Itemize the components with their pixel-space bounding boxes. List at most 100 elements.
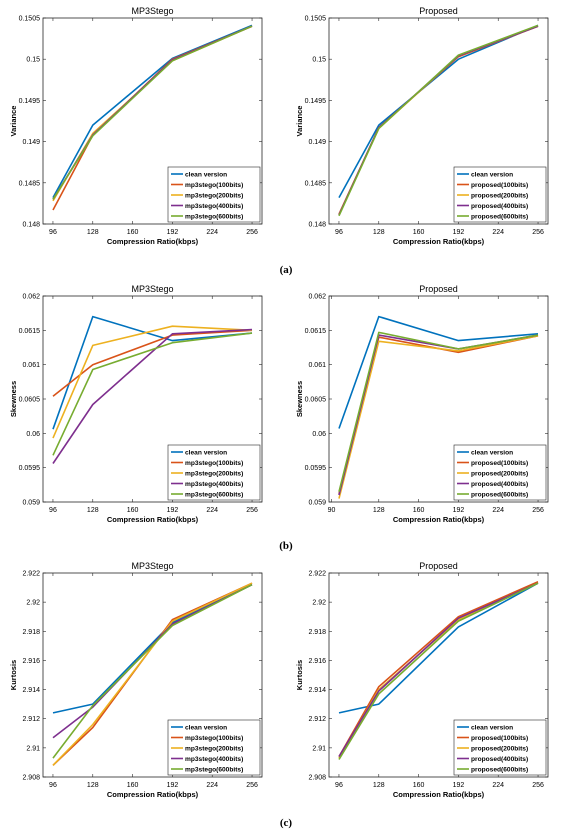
y-tick-label: 2.91 — [312, 745, 326, 752]
legend-label: proposed(200bits) — [471, 192, 528, 199]
legend-label: proposed(600bits) — [471, 491, 528, 498]
x-tick-label: 128 — [373, 507, 385, 514]
y-tick-label: 2.918 — [308, 629, 326, 636]
chart-title: Proposed — [419, 561, 458, 571]
y-tick-label: 0.0615 — [305, 328, 327, 335]
legend-label: mp3stego(600bits) — [185, 491, 243, 498]
legend-box — [167, 719, 261, 776]
legend-label: proposed(400bits) — [471, 756, 528, 763]
series-line-0 — [338, 582, 539, 714]
x-tick-label: 96 — [49, 229, 57, 236]
y-axis-label: Variance — [9, 106, 18, 137]
y-tick-label: 0.148 — [308, 222, 326, 229]
x-tick-label: 224 — [206, 507, 218, 514]
legend-label: proposed(200bits) — [471, 470, 528, 477]
legend-label: proposed(100bits) — [471, 182, 528, 189]
legend-label: clean version — [185, 724, 227, 731]
x-tick-label: 256 — [246, 229, 258, 236]
x-tick-label: 96 — [335, 229, 343, 236]
x-tick-label: 192 — [453, 782, 465, 789]
legend-label: proposed(400bits) — [471, 481, 528, 488]
legend-label: clean version — [471, 724, 513, 731]
x-tick-label: 160 — [413, 507, 425, 514]
y-tick-label: 0.0605 — [305, 397, 327, 404]
x-tick-label: 192 — [453, 229, 465, 236]
x-tick-label: 96 — [49, 782, 57, 789]
x-axis-label: Compression Ratio(kbps) — [393, 515, 485, 524]
series-line-4 — [338, 331, 539, 492]
y-tick-label: 0.061 — [22, 362, 40, 369]
x-axis-label: Compression Ratio(kbps) — [107, 515, 199, 524]
chart-title: MP3Stego — [131, 561, 173, 571]
y-axis-label: Skewness — [295, 381, 304, 417]
series-line-1 — [338, 580, 539, 757]
legend-label: mp3stego(200bits) — [185, 192, 243, 199]
x-axis-label: Compression Ratio(kbps) — [393, 790, 485, 799]
legend-label: clean version — [185, 171, 227, 178]
y-tick-label: 2.908 — [22, 775, 40, 782]
y-axis-label: Variance — [295, 106, 304, 137]
series-line-4 — [52, 25, 253, 200]
y-tick-label: 0.149 — [22, 139, 40, 146]
legend-label: proposed(100bits) — [471, 735, 528, 742]
x-tick-label: 160 — [413, 782, 425, 789]
y-tick-label: 0.1495 — [305, 98, 327, 105]
series-line-4 — [52, 332, 253, 456]
legend-label: clean version — [185, 449, 227, 456]
x-tick-label: 224 — [206, 782, 218, 789]
caption-a: (a) — [280, 264, 293, 276]
legend-label: proposed(600bits) — [471, 766, 528, 773]
y-tick-label: 0.1495 — [19, 98, 41, 105]
x-tick-label: 128 — [373, 782, 385, 789]
legend-label: proposed(600bits) — [471, 213, 528, 220]
y-tick-label: 0.15 — [26, 57, 40, 64]
x-tick-label: 224 — [492, 229, 504, 236]
legend-label: proposed(200bits) — [471, 745, 528, 752]
legend-box — [453, 166, 547, 223]
x-tick-label: 128 — [373, 229, 385, 236]
legend-label: mp3stego(200bits) — [185, 745, 243, 752]
y-tick-label: 0.0615 — [19, 328, 41, 335]
y-tick-label: 0.15 — [312, 57, 326, 64]
series-line-3 — [52, 328, 253, 464]
y-tick-label: 0.0605 — [19, 397, 41, 404]
legend-label: mp3stego(100bits) — [185, 182, 243, 189]
series-line-3 — [338, 582, 539, 758]
y-tick-label: 2.908 — [308, 775, 326, 782]
legend-box — [453, 719, 547, 776]
y-tick-label: 0.062 — [22, 294, 40, 301]
series-line-2 — [52, 325, 253, 439]
x-tick-label: 256 — [532, 507, 544, 514]
legend-label: proposed(100bits) — [471, 460, 528, 467]
x-tick-label: 96 — [49, 507, 57, 514]
x-tick-label: 192 — [167, 782, 179, 789]
x-tick-label: 192 — [453, 507, 465, 514]
x-tick-label: 224 — [492, 507, 504, 514]
legend-label: proposed(400bits) — [471, 203, 528, 210]
caption-b: (b) — [279, 540, 293, 552]
chart-title: MP3Stego — [131, 6, 173, 16]
x-axis-label: Compression Ratio(kbps) — [107, 790, 199, 799]
y-tick-label: 2.916 — [22, 658, 40, 665]
x-tick-label: 192 — [167, 229, 179, 236]
y-tick-label: 0.0595 — [19, 465, 41, 472]
y-tick-label: 2.912 — [22, 716, 40, 723]
y-tick-label: 0.148 — [22, 222, 40, 229]
y-tick-label: 2.92 — [312, 600, 326, 607]
y-tick-label: 0.0595 — [305, 465, 327, 472]
legend-label: mp3stego(600bits) — [185, 213, 243, 220]
x-tick-label: 96 — [335, 782, 343, 789]
series-line-2 — [338, 335, 539, 499]
y-tick-label: 2.914 — [308, 687, 326, 694]
y-tick-label: 0.06 — [312, 431, 326, 438]
legend-box — [453, 444, 547, 501]
series-line-4 — [338, 24, 539, 217]
y-tick-label: 0.061 — [308, 362, 326, 369]
x-tick-label: 160 — [127, 229, 139, 236]
y-tick-label: 2.918 — [22, 629, 40, 636]
x-tick-label: 224 — [206, 229, 218, 236]
y-axis-label: Skewness — [9, 381, 18, 417]
y-axis-label: Kurtosis — [295, 660, 304, 690]
x-tick-label: 160 — [127, 782, 139, 789]
